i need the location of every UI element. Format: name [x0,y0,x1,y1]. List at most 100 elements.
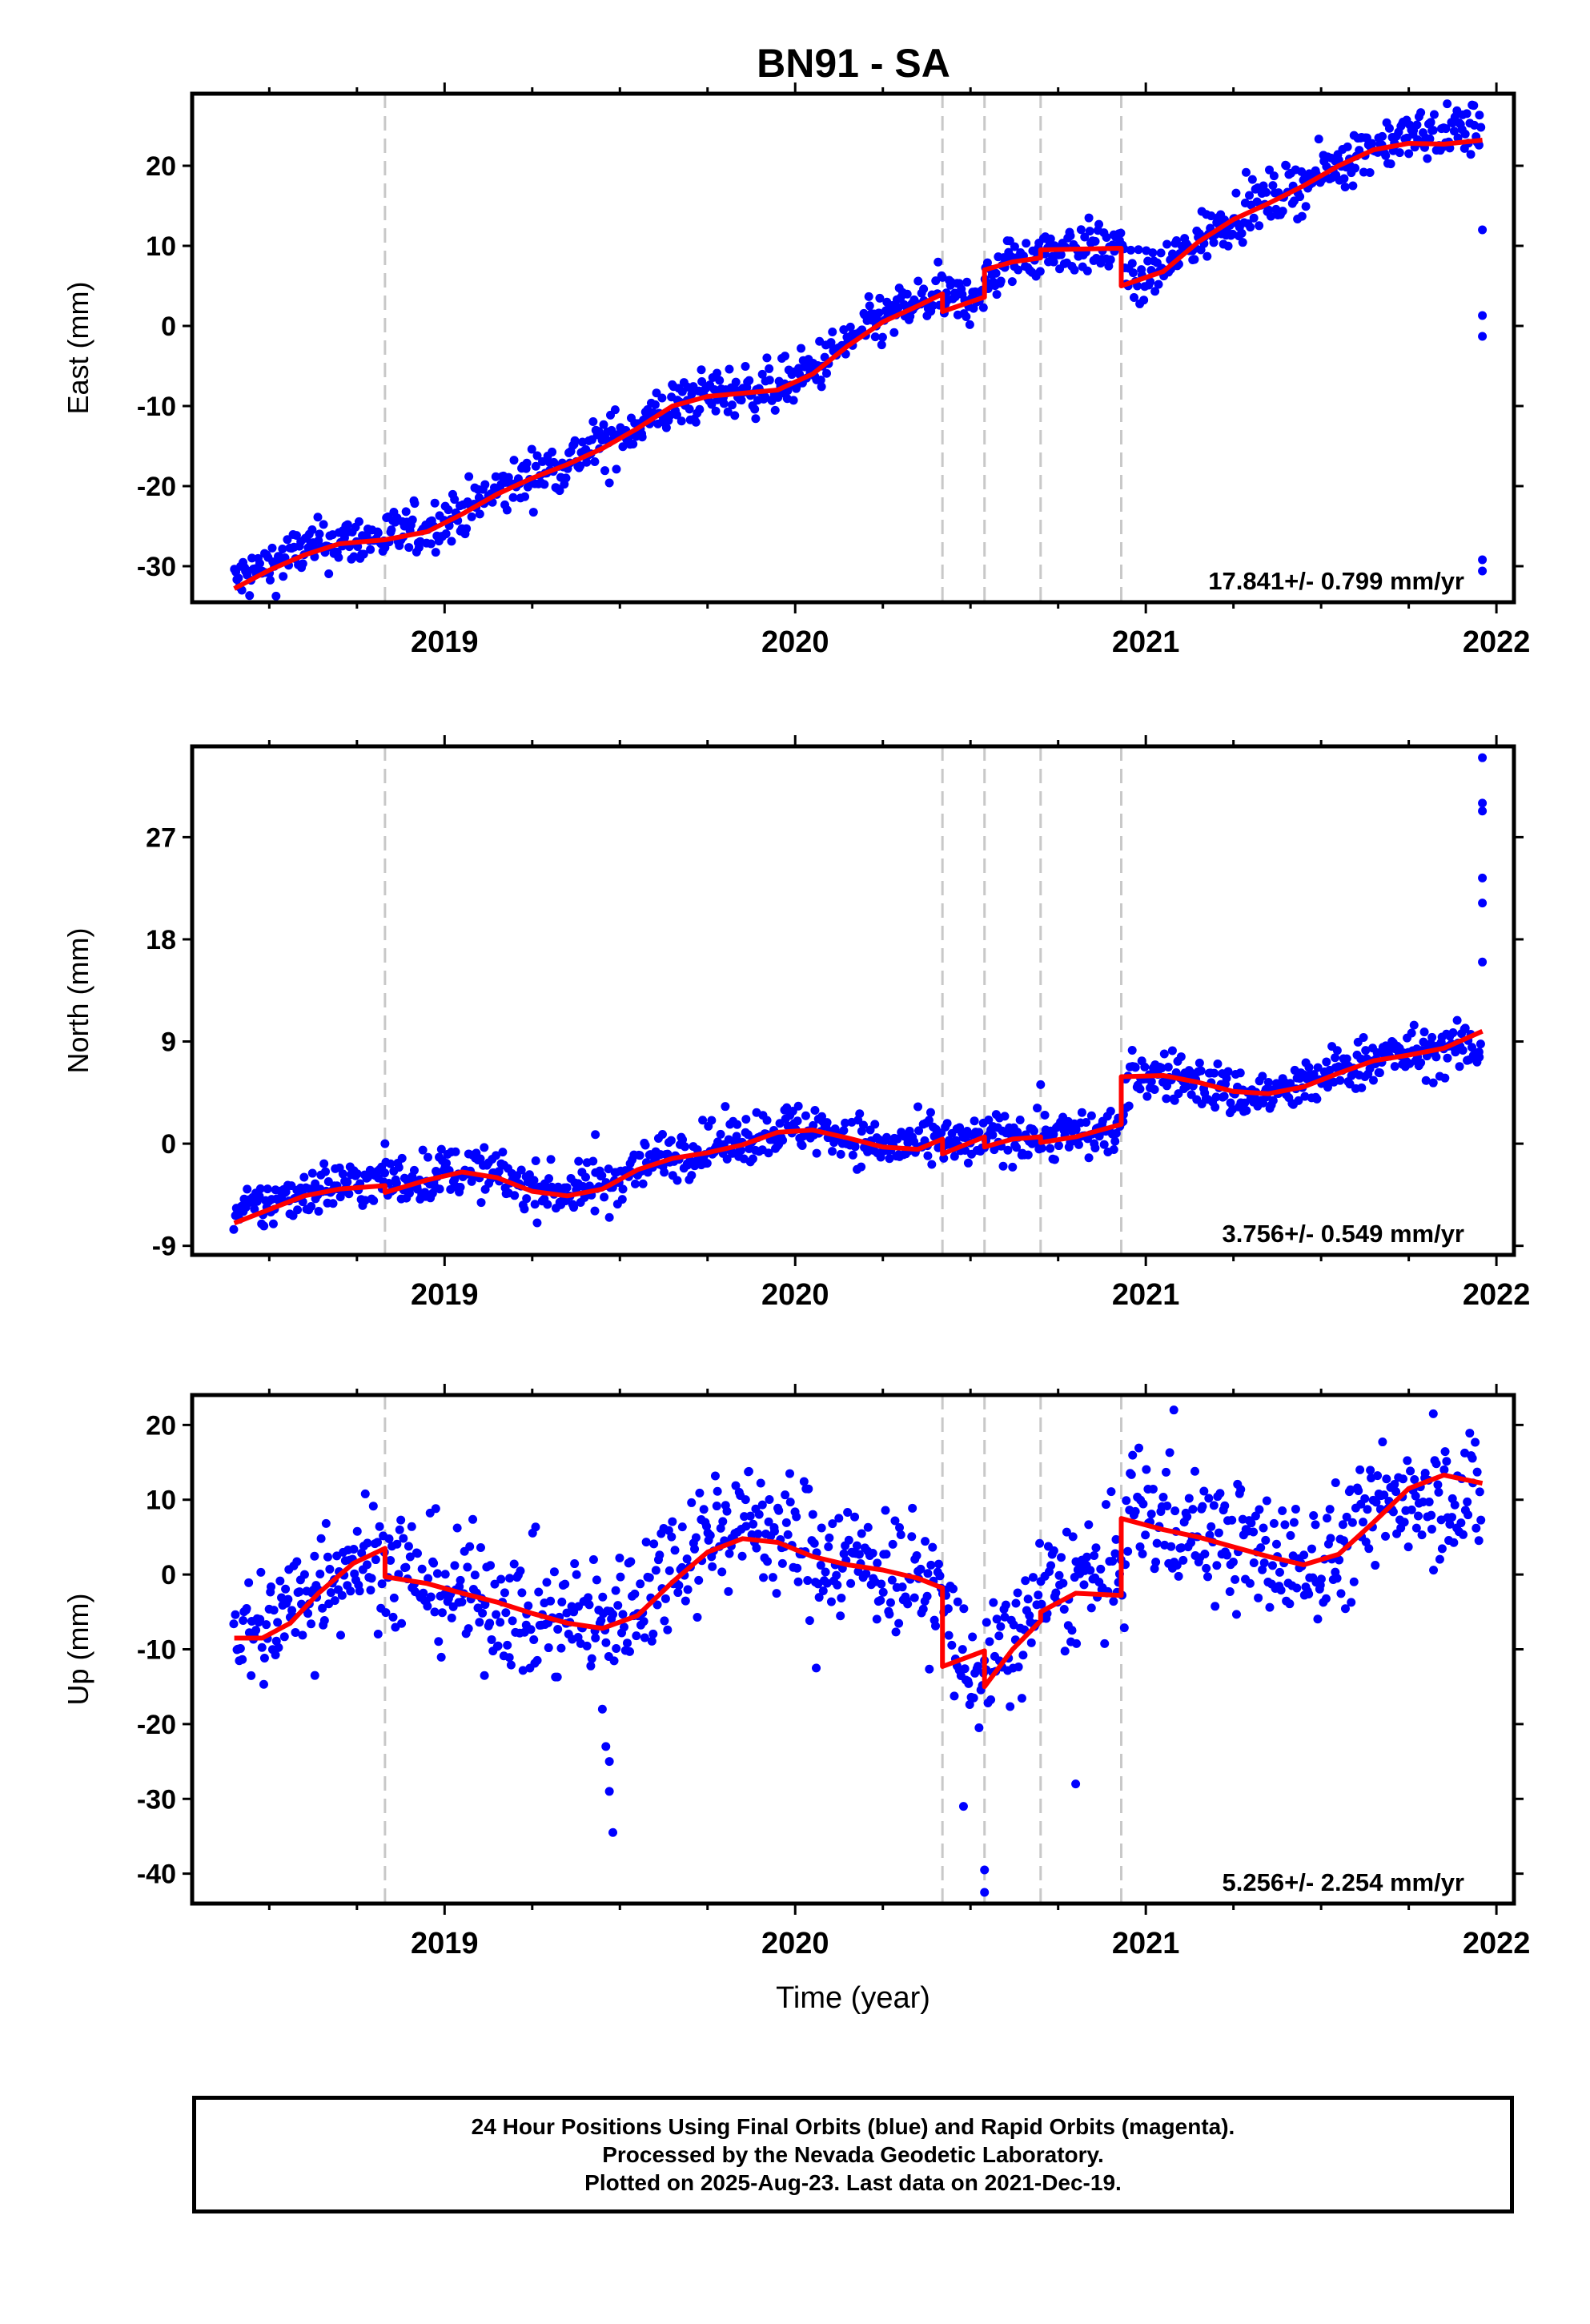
data-point [610,405,620,415]
data-point [990,1145,999,1155]
data-point [716,1129,725,1139]
data-point [821,368,831,378]
data-point [363,1560,372,1570]
data-point [777,1558,787,1568]
data-point [836,1611,845,1621]
data-point [1382,1474,1391,1484]
data-point [493,1641,503,1651]
y-tick-label: 18 [146,925,176,955]
data-point [352,1169,362,1179]
data-point [1165,1448,1174,1458]
y-tick-label: 27 [146,822,176,853]
data-point [1086,1566,1095,1575]
data-point [1275,1567,1284,1577]
data-point [1084,1520,1094,1530]
data-point [630,1589,640,1598]
data-point [389,1593,399,1602]
data-point [913,276,923,286]
data-point [768,1573,777,1582]
data-point [881,1550,891,1559]
data-point [1138,1549,1147,1558]
data-point [531,1522,540,1532]
data-point [1419,1027,1429,1037]
data-point [561,473,571,483]
x-tick-label: 2022 [1463,625,1531,659]
data-point [480,1600,490,1610]
data-point [731,1481,741,1490]
data-point [343,520,352,529]
data-point [1106,255,1115,264]
data-point [1379,1490,1389,1500]
outlier-point [604,478,614,488]
data-point [397,1153,407,1163]
data-point [1037,1599,1046,1609]
data-point [1162,1501,1172,1510]
data-point [267,543,277,553]
data-point [600,1192,609,1202]
data-point [1204,1494,1214,1503]
data-point [417,1564,427,1574]
data-point [715,376,725,385]
data-point [963,1158,973,1168]
data-point [1475,111,1484,120]
data-point [538,456,548,466]
data-point [1304,1063,1314,1072]
data-point [1404,149,1414,159]
data-point [1271,1539,1281,1549]
data-point [1129,293,1138,303]
data-point [1357,1083,1367,1092]
data-point [1423,154,1432,163]
data-point [588,417,598,427]
data-point [457,1597,467,1606]
data-point [500,1588,509,1598]
data-point [394,1163,404,1172]
data-point [549,1567,559,1577]
data-point [582,457,592,467]
data-point [1096,1564,1106,1574]
data-point [765,1494,774,1504]
data-point [450,1561,460,1570]
data-point [690,1544,700,1554]
data-point [985,1637,994,1647]
data-point [299,1570,309,1579]
data-point [667,1532,677,1542]
data-point [877,340,886,350]
x-tick-label: 2021 [1112,1278,1180,1312]
data-point [279,572,288,581]
data-point [295,1587,304,1597]
outlier-point [958,1802,968,1811]
data-point [1261,1535,1271,1545]
data-point [968,1632,978,1642]
data-point [1110,1549,1120,1558]
data-point [984,1115,994,1124]
data-point [636,1579,645,1589]
data-point [325,1564,335,1574]
data-point [721,1102,730,1112]
data-point [877,332,887,342]
data-point [1338,1520,1347,1530]
data-point [524,1601,533,1610]
data-point [938,272,947,282]
data-point [1355,146,1364,155]
data-point [1223,1550,1232,1560]
data-point [947,1640,957,1650]
data-point [405,1552,415,1562]
data-point [1442,1457,1451,1466]
data-point [850,1142,860,1152]
data-point [931,276,941,286]
outlier-point [380,1139,390,1148]
data-point [660,1168,669,1177]
data-point [681,1596,690,1606]
data-point [1231,188,1241,198]
data-point [256,1567,266,1577]
data-point [741,1115,751,1124]
data-point [992,1614,1002,1624]
data-point [1108,1557,1118,1566]
data-point [283,535,292,545]
data-point [1435,1554,1444,1564]
data-point [381,1608,391,1618]
data-point [1363,1505,1372,1514]
data-point [619,1622,628,1632]
data-point [1388,1507,1398,1517]
data-point [683,1585,693,1594]
